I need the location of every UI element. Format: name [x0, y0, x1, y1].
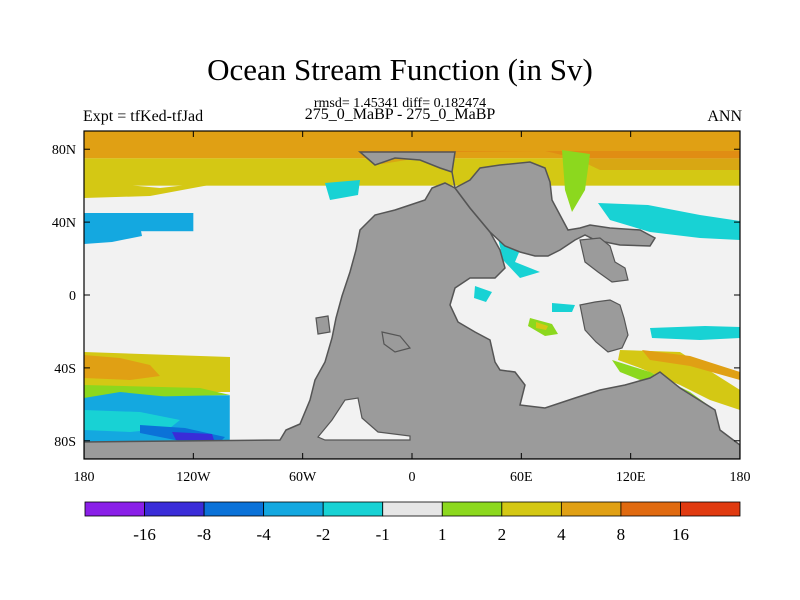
colorbar-swatch-3: [263, 501, 324, 517]
colorbar-swatch-8: [560, 501, 622, 517]
x-tick-label-2: 60W: [289, 470, 317, 485]
south-indigo-core: [172, 432, 214, 440]
north-pacific-cyan: [598, 203, 740, 240]
south-indian-yellow: [618, 350, 740, 410]
x-tick-label-0: 180: [74, 470, 95, 485]
island-block-2: [579, 299, 629, 353]
colorbar-label-7: 4: [557, 525, 566, 544]
y-tick-label-0: 80N: [52, 143, 76, 158]
south-indian-orange: [642, 350, 740, 380]
y-tick-label-2: 0: [69, 289, 76, 304]
pangaea-continent: [84, 151, 740, 459]
colorbar-label-5: 1: [438, 525, 447, 544]
colorbar-swatch-0: [84, 501, 145, 517]
y-axis-ticks: 80N 40N 0 40S 80S: [52, 143, 740, 450]
experiment-label: Expt = tfKed-tfJad: [83, 108, 204, 125]
y-tick-label-4: 80S: [54, 435, 76, 450]
atlantic-cyan-patch: [325, 180, 360, 200]
colorbar-swatch-6: [441, 501, 503, 517]
colorbar-label-3: -2: [316, 525, 330, 544]
colorbar-label-4: -1: [376, 525, 390, 544]
equatorial-cyan-patch-1: [474, 286, 492, 302]
colorbar-label-2: -4: [257, 525, 272, 544]
southern-inlet: [317, 397, 411, 441]
map-subtitle: rmsd= 1.45341 diff= 0.182474: [313, 96, 487, 111]
colorbar-label-9: 16: [672, 525, 689, 544]
colorbar-swatch-9: [620, 501, 681, 517]
south-pacific-cyan: [650, 326, 740, 340]
north-green-strip: [562, 150, 590, 212]
colorbar-label-1: -8: [197, 525, 211, 544]
land-masses: [84, 151, 740, 459]
south-orange-core: [84, 355, 160, 380]
north-yellow-tongue: [84, 168, 380, 198]
island-block-4: [381, 331, 412, 353]
colorbar-swatch-4: [322, 501, 384, 517]
map-title: Ocean Stream Function (in Sv): [207, 52, 593, 87]
x-axis-ticks: 180 120W 60W 0 60E 120E 180: [74, 131, 751, 485]
colorbar: -16 -8 -4 -2 -1 1 2 4 8 16: [84, 501, 741, 544]
y-tick-label-1: 40N: [52, 216, 76, 231]
season-label: ANN: [707, 108, 742, 125]
x-tick-label-6: 180: [730, 470, 751, 485]
colorbar-label-8: 8: [617, 525, 626, 544]
equatorial-yellow-core: [536, 322, 548, 330]
colorbar-swatch-10: [680, 501, 741, 517]
colorbar-swatch-2: [203, 501, 265, 517]
colorbar-swatch-7: [501, 501, 562, 517]
island-block-3: [315, 315, 331, 335]
colorbar-swatch-5: [382, 501, 443, 517]
island-block-1: [579, 237, 629, 283]
colorbar-label-6: 2: [498, 525, 507, 544]
equatorial-cyan-patch-2: [552, 303, 575, 312]
x-tick-label-3: 0: [409, 470, 416, 485]
colorbar-swatch-1: [144, 501, 205, 517]
north-eastern-landmass: [453, 161, 657, 257]
x-tick-label-5: 120E: [616, 470, 646, 485]
north-blue-core: [84, 225, 142, 244]
x-tick-label-4: 60E: [510, 470, 533, 485]
colorbar-label-0: -16: [133, 525, 156, 544]
period-label: 275_0_MaBP - 275_0_MaBP: [304, 106, 496, 123]
field-band-1: [84, 158, 740, 186]
x-tick-label-1: 120W: [176, 470, 211, 485]
y-tick-label-3: 40S: [54, 362, 76, 377]
